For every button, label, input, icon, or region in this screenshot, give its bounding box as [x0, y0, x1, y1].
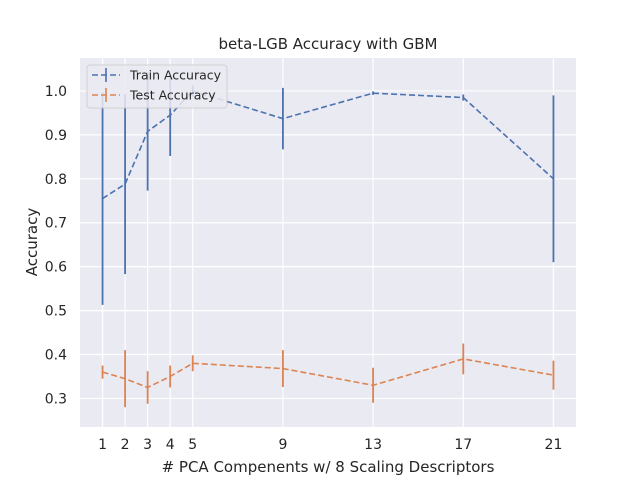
x-tick-label: 5: [188, 437, 197, 453]
x-tick-labels: 1 2 3 4 5 9 13 17 21: [98, 437, 562, 453]
y-tick-label: 0.9: [45, 128, 67, 144]
x-tick-label: 3: [143, 437, 152, 453]
series-line: [102, 358, 554, 389]
y-tick-labels: 0.3 0.4 0.5 0.6 0.7 0.8 0.9 1.0: [45, 84, 67, 408]
data-point: [169, 114, 172, 117]
data-point: [146, 386, 149, 389]
x-tick-label: 2: [121, 437, 130, 453]
y-tick-label: 1.0: [45, 84, 67, 100]
x-tick-label: 1: [98, 437, 107, 453]
data-point: [372, 384, 374, 387]
data-point: [552, 177, 555, 180]
data-point: [552, 374, 555, 377]
y-tick-label: 0.5: [45, 304, 67, 320]
data-point: [101, 197, 104, 200]
x-tick-label: 21: [545, 437, 563, 453]
y-tick-label: 0.8: [45, 172, 67, 188]
data-point: [462, 96, 465, 99]
data-point: [146, 130, 149, 133]
x-tick-label: 4: [166, 437, 175, 453]
y-tick-label: 0.7: [45, 216, 67, 232]
data-point: [282, 367, 284, 370]
y-tick-label: 0.3: [45, 391, 67, 407]
data-point: [282, 117, 284, 120]
x-tick-label: 13: [364, 437, 382, 453]
y-axis-label: Accuracy: [23, 208, 41, 277]
legend-box: [86, 64, 228, 109]
data-point: [124, 377, 126, 380]
legend: Train Accuracy Test Accuracy: [86, 64, 228, 109]
data-point: [372, 92, 374, 95]
data-point: [101, 371, 104, 373]
x-tick-label: 17: [454, 437, 472, 453]
data-point: [191, 362, 194, 365]
data-point: [462, 358, 465, 360]
data-point: [124, 183, 126, 185]
legend-label: Test Accuracy: [129, 88, 216, 103]
legend-label: Train Accuracy: [129, 68, 222, 83]
chart-title: beta-LGB Accuracy with GBM: [219, 35, 438, 53]
plot-background: [80, 58, 576, 427]
series-1: [101, 343, 555, 408]
x-axis-label: # PCA Compenents w/ 8 Scaling Descriptor…: [162, 458, 495, 476]
x-tick-label: 9: [278, 437, 287, 453]
y-tick-label: 0.6: [45, 260, 67, 276]
y-tick-label: 0.4: [45, 348, 67, 364]
data-point: [169, 375, 172, 378]
